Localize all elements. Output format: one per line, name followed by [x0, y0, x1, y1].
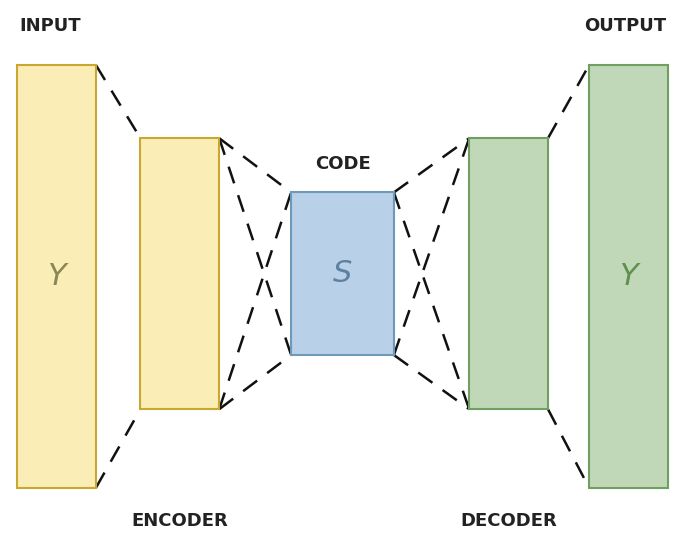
Text: Y: Y	[47, 262, 66, 291]
Bar	[140, 138, 219, 409]
Text: DECODER: DECODER	[460, 512, 558, 530]
Text: ENCODER: ENCODER	[132, 512, 229, 530]
Bar	[17, 65, 96, 488]
Text: CODE: CODE	[314, 156, 371, 173]
Bar	[469, 138, 548, 409]
Bar	[589, 65, 668, 488]
Text: Y: Y	[619, 262, 638, 291]
Text: S: S	[333, 259, 352, 288]
Bar	[291, 192, 394, 355]
Text: INPUT: INPUT	[19, 17, 81, 35]
Text: OUTPUT: OUTPUT	[584, 17, 666, 35]
